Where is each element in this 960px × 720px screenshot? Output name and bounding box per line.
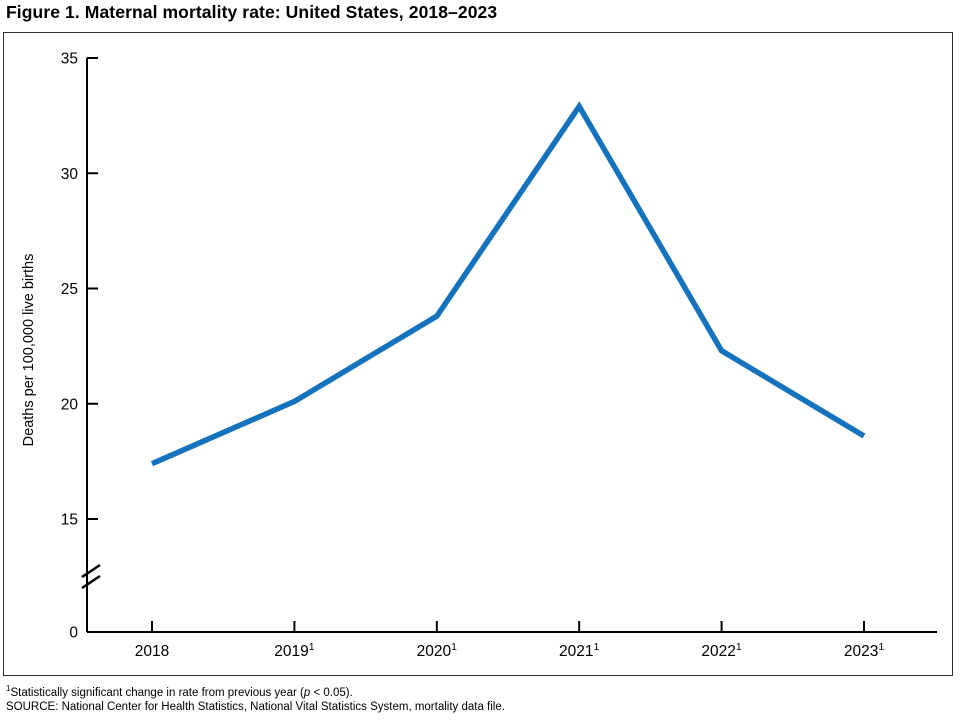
footnote-source: SOURCE: National Center for Health Stati… bbox=[6, 700, 505, 713]
footnote-text-end: < 0.05). bbox=[310, 687, 353, 699]
y-tick-label-zero: 0 bbox=[69, 625, 78, 642]
y-tick-label: 35 bbox=[61, 51, 78, 68]
x-tick-label: 20191 bbox=[274, 641, 314, 660]
footnote-significance: 1Statistically significant change in rat… bbox=[6, 684, 505, 701]
data-line-maternal-mortality bbox=[150, 101, 866, 467]
footnote-text: Statistically significant change in rate… bbox=[10, 687, 304, 699]
x-tick-label: 20221 bbox=[701, 641, 741, 660]
x-tick-label: 20231 bbox=[844, 641, 884, 660]
x-tick-label: 20201 bbox=[417, 641, 457, 660]
footnotes: 1Statistically significant change in rat… bbox=[6, 684, 505, 714]
footnote-superscript: 1 bbox=[6, 684, 11, 694]
x-tick-label: 2018 bbox=[135, 643, 169, 660]
y-tick-label: 15 bbox=[61, 512, 78, 529]
figure-title: Figure 1. Maternal mortality rate: Unite… bbox=[6, 2, 498, 22]
y-tick-label: 20 bbox=[61, 396, 79, 413]
axis-break-slash bbox=[81, 563, 101, 579]
y-axis-title: Deaths per 100,000 live births bbox=[21, 254, 37, 447]
y-tick-label: 25 bbox=[61, 281, 78, 298]
chart-frame bbox=[3, 32, 953, 676]
x-tick-label: 20211 bbox=[559, 641, 599, 660]
y-tick-label: 30 bbox=[61, 166, 79, 183]
footnote-p-italic: p bbox=[303, 687, 311, 699]
axis-break-slash bbox=[81, 574, 101, 590]
